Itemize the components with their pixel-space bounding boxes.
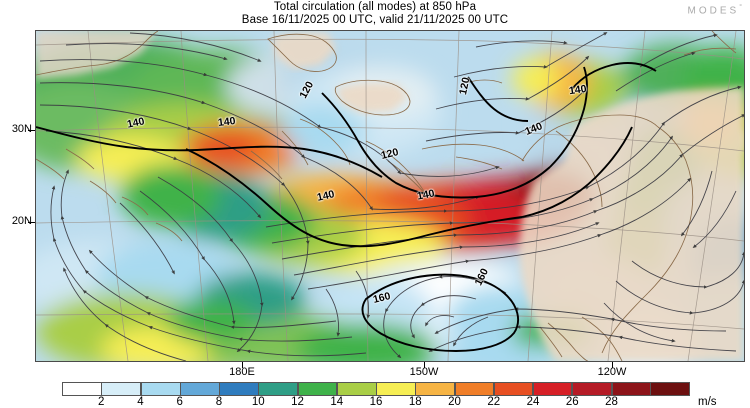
modes-logo: MODES° — [688, 4, 742, 16]
colorbar-tick-24 — [533, 382, 534, 396]
colorbar-tick-20 — [454, 382, 456, 396]
colorbar-label-28: 28 — [605, 396, 618, 408]
colorbar-cell-3 — [180, 383, 220, 395]
y-tick-label-20n: 20N — [11, 215, 32, 227]
colorbar-cell-0 — [63, 383, 103, 395]
colorbar-cell-1 — [102, 383, 142, 395]
streamlines — [39, 32, 744, 361]
colorbar-tick-28 — [611, 382, 613, 396]
colorbar-label-10: 10 — [251, 396, 265, 408]
colorbar-tick-18 — [415, 382, 417, 396]
colorbar-tick-16 — [376, 382, 377, 396]
colorbar-cell-15 — [650, 383, 689, 395]
page-title: Total circulation (all modes) at 850 hPa… — [0, 1, 750, 27]
colorbar-cell-10 — [454, 383, 495, 395]
colorbar-label-14: 14 — [330, 396, 344, 408]
contour-label-140-b: 140 — [217, 114, 237, 130]
colorbar-cell-11 — [494, 383, 534, 395]
colorbar-cell-13 — [572, 383, 612, 395]
x-tick-label-150w: 150W — [409, 366, 439, 378]
y-tick-label-30n: 30N — [11, 123, 32, 135]
colorbar-cell-12 — [533, 383, 573, 395]
brand-text: MODES — [687, 5, 740, 17]
colorbar-tick-22 — [493, 382, 495, 396]
colorbar-cell-14 — [611, 383, 651, 395]
colorbar-tick-10 — [258, 382, 260, 396]
colorbar-label-26: 26 — [565, 396, 579, 408]
y-tick-mark-30n — [28, 130, 35, 131]
colorbar-cell-9 — [415, 383, 455, 395]
colorbar-label-2: 2 — [98, 396, 105, 408]
colorbar-tick-6 — [179, 382, 181, 396]
x-tick-mark-150w — [424, 362, 425, 368]
height-contours — [36, 62, 657, 352]
colorbar-cell-6 — [298, 383, 338, 395]
colorbar-label-12: 12 — [291, 396, 304, 408]
colorbar-tick-4 — [140, 382, 142, 396]
colorbar-label-22: 22 — [487, 396, 501, 408]
brand-mark: ° — [739, 4, 742, 11]
colorbar-tick-26 — [572, 382, 574, 396]
map-canvas — [36, 31, 744, 361]
colorbar-label-4: 4 — [137, 396, 144, 408]
colorbar-cell-4 — [219, 383, 259, 395]
colorbar-label-8: 8 — [215, 396, 223, 408]
colorbar-cell-7 — [337, 383, 377, 395]
x-tick-mark-120w — [612, 362, 613, 368]
wind-speed-field — [36, 31, 744, 361]
colorbar-label-6: 6 — [176, 396, 183, 408]
colorbar-unit-label: m/s — [698, 396, 717, 408]
colorbar-label-20: 20 — [448, 396, 461, 408]
colorbar-label-24: 24 — [526, 396, 540, 408]
x-tick-label-180e: 180E — [229, 366, 255, 378]
colorbar-tick-14 — [336, 382, 338, 396]
colorbar-cell-8 — [376, 383, 416, 395]
title-line-1: Total circulation (all modes) at 850 hPa — [273, 1, 477, 13]
colorbar-cell-2 — [141, 383, 181, 395]
colorbar-label-18: 18 — [408, 396, 422, 408]
colorbar-tick-8 — [219, 382, 220, 396]
y-tick-mark-20n — [28, 222, 35, 223]
land-mask — [36, 31, 744, 361]
x-tick-mark-180e — [242, 362, 243, 368]
colorbar-label-16: 16 — [369, 396, 383, 408]
colorbar-tick-12 — [297, 382, 299, 396]
colorbar-tick-2 — [101, 382, 103, 396]
x-tick-label-120w: 120W — [597, 366, 627, 378]
contour-label-140-f: 140 — [568, 82, 588, 98]
title-line-2: Base 16/11/2025 00 UTC, valid 21/11/2025… — [241, 14, 509, 26]
coastlines — [36, 31, 737, 361]
map-panel — [35, 30, 745, 362]
colorbar-cell-5 — [258, 383, 299, 395]
